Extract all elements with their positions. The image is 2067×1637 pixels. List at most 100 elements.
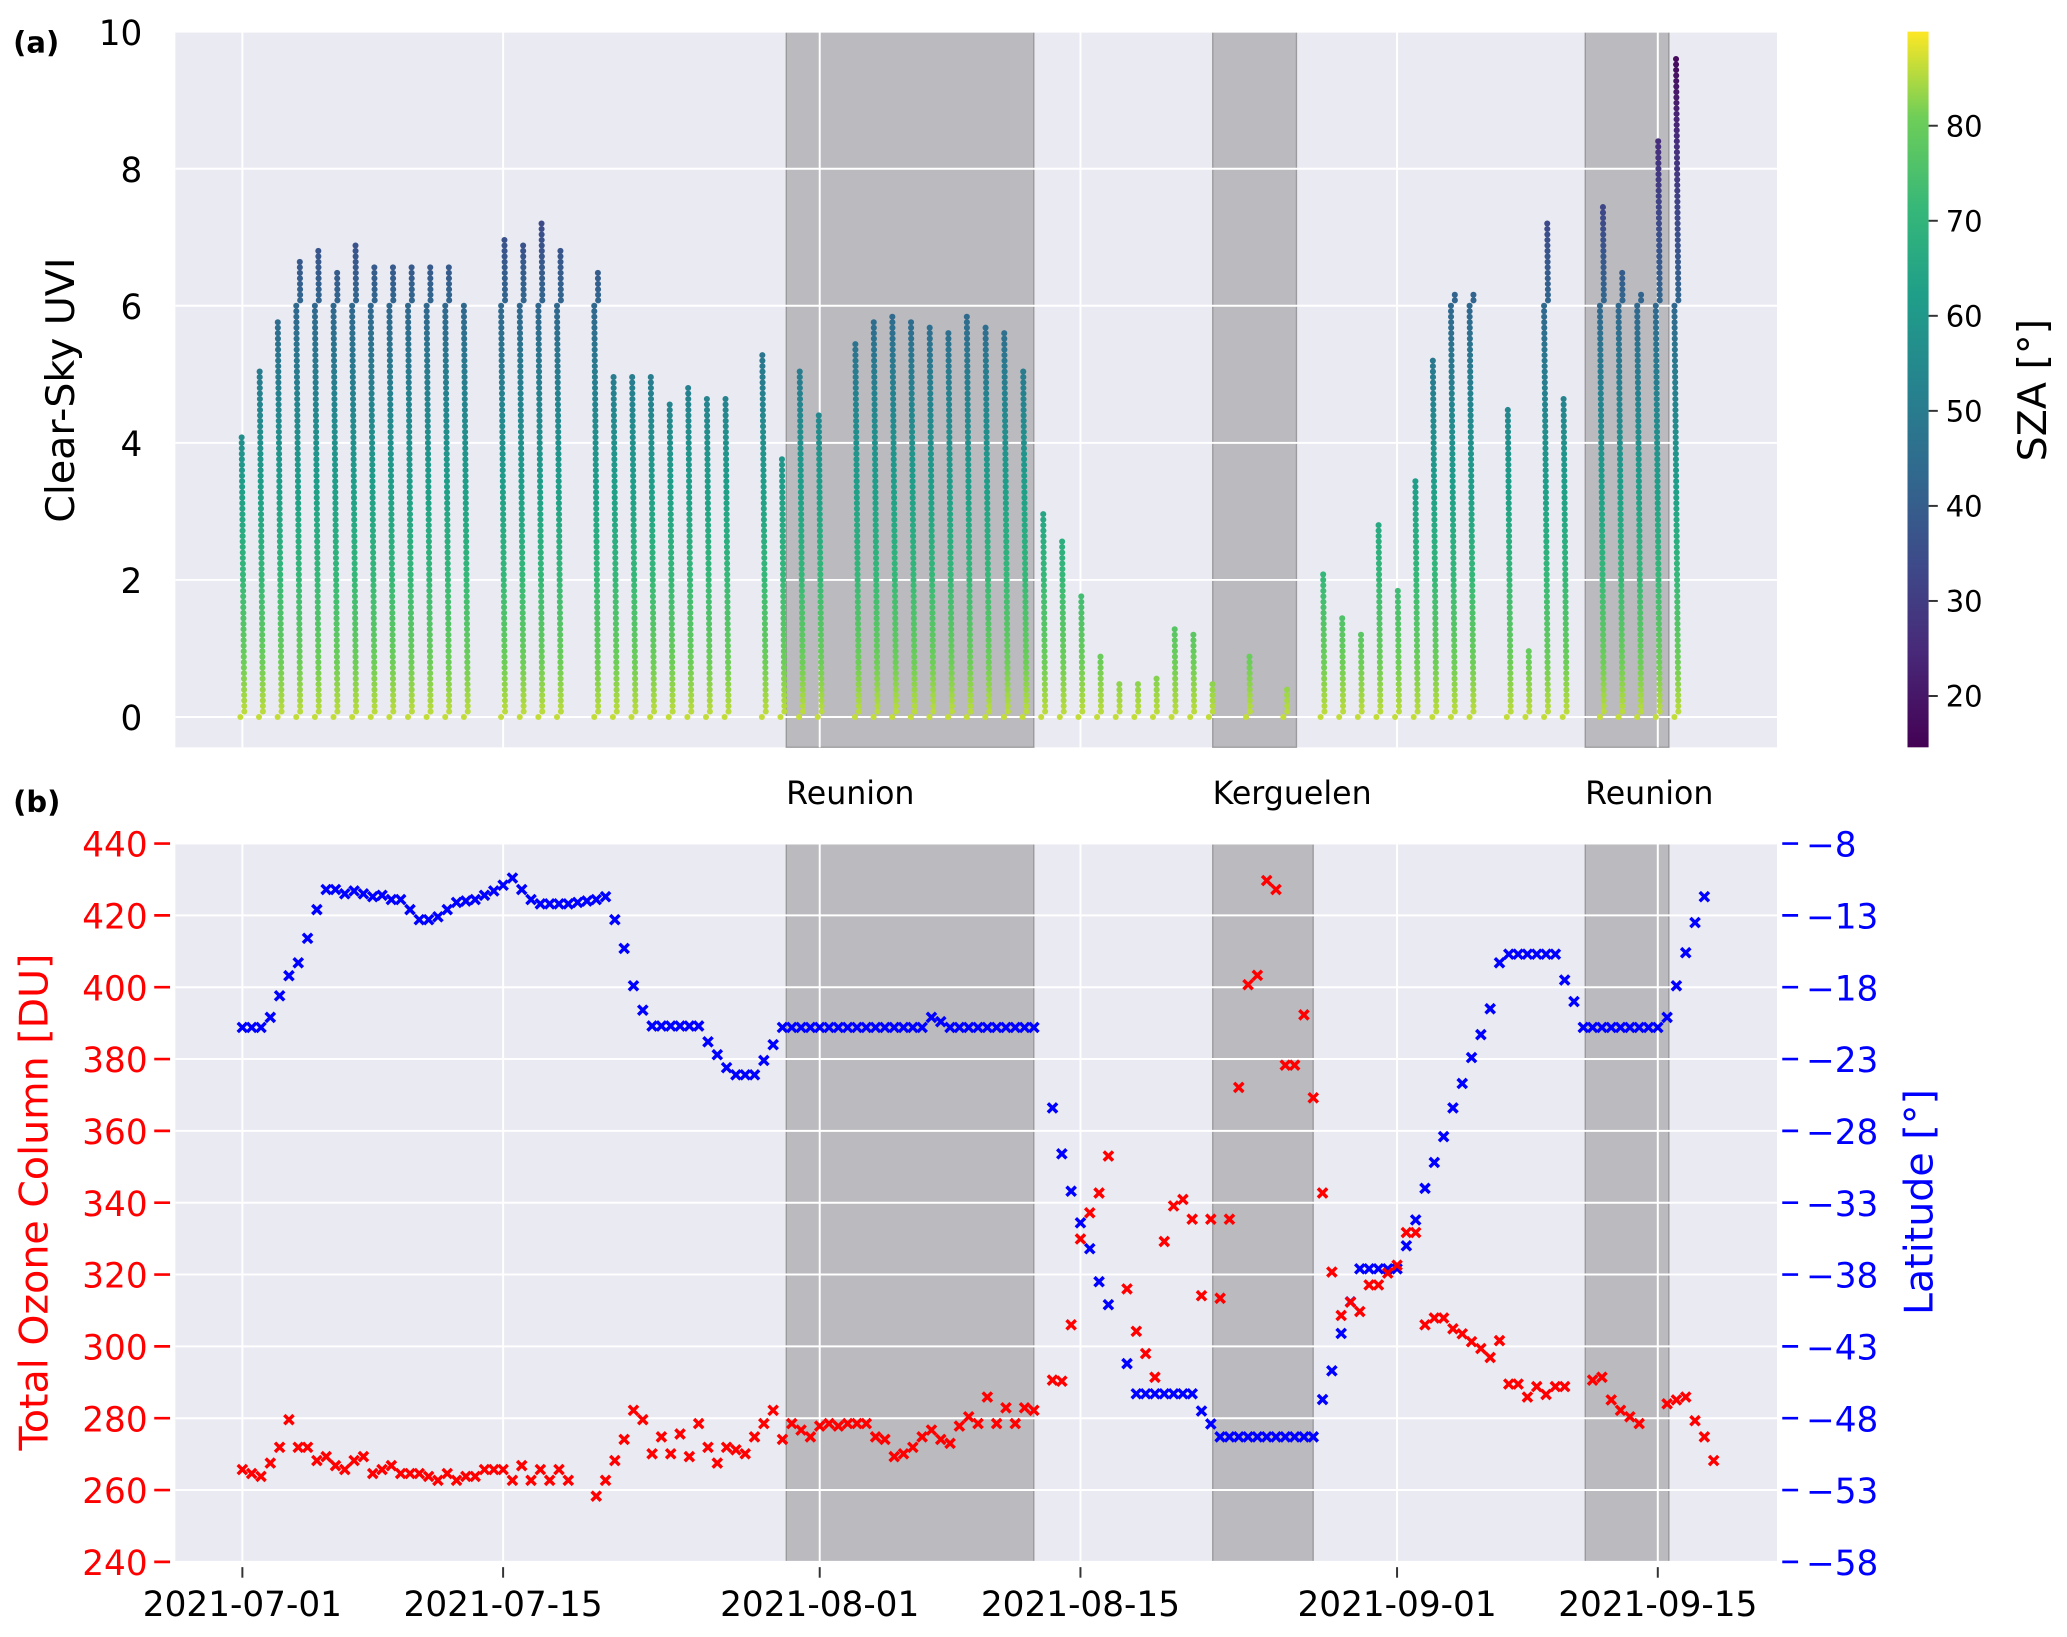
uvi-point [1375, 554, 1382, 562]
uvi-point [1448, 395, 1455, 403]
uvi-point [241, 708, 248, 715]
uvi-point [312, 417, 320, 424]
uvi-point [1022, 653, 1030, 660]
uvi-point [1116, 703, 1123, 710]
uvi-point [333, 576, 340, 583]
uvi-point [928, 527, 935, 534]
uvi-point [611, 511, 618, 518]
uvi-point [1431, 554, 1438, 562]
uvi-point [464, 692, 471, 699]
uvi-point [985, 675, 992, 682]
uvi-point [1078, 604, 1085, 611]
uvi-point [1469, 609, 1476, 616]
uvi-point [259, 664, 266, 671]
uvi-point [873, 648, 880, 655]
uvi-point [1634, 302, 1641, 309]
uvi-point [351, 511, 358, 518]
uvi-point [1505, 527, 1513, 534]
uvi-point [296, 626, 303, 633]
uvi-point [1001, 390, 1008, 397]
uvi-point [520, 675, 527, 682]
uvi-point [798, 598, 805, 605]
uvi-point [1653, 335, 1660, 342]
uvi-point [1656, 253, 1663, 260]
latitude-marker [767, 1038, 779, 1051]
uvi-point [592, 472, 599, 479]
uvi-point [984, 565, 991, 573]
uvi-point [405, 357, 412, 364]
uvi-point [1469, 598, 1476, 605]
uvi-point [591, 330, 598, 337]
uvi-point [1060, 708, 1067, 715]
uvi-point [985, 670, 992, 677]
uvi-point [1673, 538, 1680, 545]
uvi-point [313, 483, 320, 490]
uvi-point [1022, 565, 1029, 573]
uvi-point [1598, 478, 1605, 485]
uvi-point [1618, 593, 1625, 600]
uvi-point [1246, 659, 1253, 666]
uvi-point [872, 478, 879, 485]
uvi-point [927, 384, 934, 392]
uvi-point [1467, 439, 1474, 446]
uvi-point [1673, 489, 1680, 496]
uvi-point [1673, 121, 1680, 128]
uvi-point [1673, 61, 1680, 68]
uvi-point [872, 511, 879, 518]
uvi-point [350, 434, 357, 441]
uvi-point [946, 401, 953, 408]
uvi-point [1598, 516, 1606, 523]
uvi-point [315, 258, 322, 265]
uvi-point [593, 522, 600, 529]
uvi-point [983, 406, 990, 413]
ozone-marker [609, 1454, 621, 1467]
uvi-point [984, 500, 991, 507]
uvi-point [1599, 533, 1606, 540]
uvi-point [500, 565, 507, 573]
uvi-point [464, 675, 471, 682]
uvi-point [686, 554, 693, 562]
uvi-point [1060, 675, 1067, 682]
uvi-point [1543, 609, 1551, 616]
uvi-point [442, 379, 450, 386]
uvi-point [499, 450, 506, 457]
uvi-point [423, 330, 430, 337]
uvi-point [371, 675, 378, 682]
uvi-point [668, 637, 675, 644]
uvi-point [1451, 291, 1458, 298]
uvi-point [315, 697, 322, 704]
uvi-point [277, 626, 284, 633]
uvi-point [1451, 631, 1458, 638]
uvi-point [427, 697, 434, 704]
uvi-point [648, 428, 655, 435]
uvi-point [1541, 379, 1548, 386]
uvi-point [612, 571, 619, 578]
uvi-point [1505, 467, 1512, 474]
uvi-point [519, 565, 526, 573]
uvi-point [1468, 483, 1475, 490]
uvi-point [631, 571, 638, 578]
uvi-point [389, 604, 396, 611]
uvi-point [798, 576, 805, 583]
uvi-point [591, 379, 599, 386]
uvi-point [352, 286, 359, 293]
uvi-point [1451, 626, 1458, 633]
uvi-point [648, 445, 655, 452]
uvi-point [461, 352, 468, 359]
uvi-point [427, 291, 434, 298]
uvi-point [257, 417, 264, 424]
uvi-point [873, 615, 880, 622]
uvi-point [855, 648, 862, 655]
uvi-point [1618, 598, 1625, 605]
uvi-point [631, 653, 638, 660]
uvi-point [1023, 675, 1030, 682]
uvi-point [798, 565, 805, 573]
uvi-point [1672, 461, 1680, 468]
uvi-point [333, 609, 340, 616]
uvi-point [332, 527, 339, 534]
uvi-point [538, 587, 545, 594]
uvi-point [781, 686, 788, 693]
uvi-point [1618, 620, 1625, 627]
uvi-point [295, 587, 303, 594]
uvi-point [557, 708, 564, 715]
